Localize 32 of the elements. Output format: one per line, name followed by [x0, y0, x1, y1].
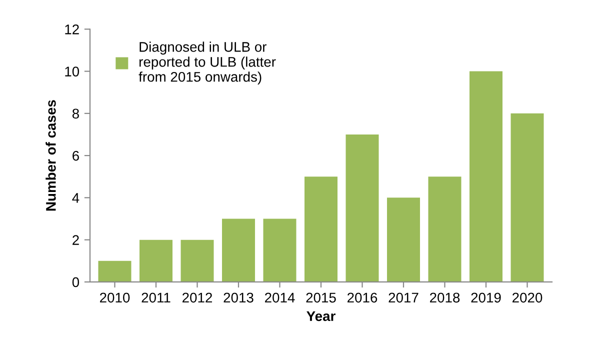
y-tick-label: 4 — [72, 193, 80, 203]
x-tick-label: 2014 — [265, 292, 295, 303]
bar — [428, 176, 462, 282]
bar — [346, 134, 379, 282]
bar — [98, 260, 132, 282]
legend-label: Diagnosed in ULB or reported to ULB (latter from 2015 onwards) — [138, 42, 276, 85]
x-tick-label: 2015 — [306, 292, 336, 303]
x-tick-label: 2012 — [182, 292, 212, 303]
x-axis-title: Year — [306, 311, 336, 322]
bar — [140, 240, 172, 282]
y-tick-label: 6 — [72, 150, 79, 161]
x-tick-label: 2019 — [471, 292, 501, 303]
bar — [180, 240, 214, 282]
y-axis-title: Number of cases — [46, 100, 56, 211]
x-tick-label: 2011 — [142, 292, 170, 303]
bar — [263, 218, 296, 282]
bar — [222, 218, 255, 282]
x-tick-label: 2016 — [348, 292, 378, 303]
bar — [510, 113, 544, 282]
y-tick-label: 12 — [65, 24, 79, 34]
y-tick-label: 10 — [65, 66, 80, 76]
x-tick-label: 2013 — [224, 292, 254, 303]
bar — [304, 176, 338, 282]
x-tick-label: 2010 — [100, 292, 130, 303]
y-tick-label: 0 — [72, 277, 80, 288]
x-tick-label: 2018 — [430, 292, 460, 303]
bar — [387, 198, 420, 282]
x-tick-label: 2020 — [512, 292, 542, 303]
bar — [470, 71, 502, 282]
x-tick-label: 2017 — [388, 292, 418, 303]
y-tick-label: 8 — [72, 108, 79, 119]
y-tick-label: 2 — [72, 235, 79, 245]
